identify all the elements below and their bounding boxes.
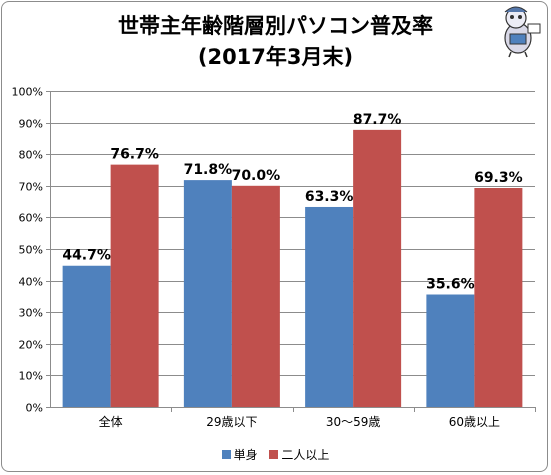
x-tick-label: 29歳以下 [206,415,257,429]
bar [305,206,354,407]
data-label: 70.0% [232,168,281,184]
y-tick-label: 50% [19,244,43,257]
y-tick-label: 100% [12,86,43,99]
data-label: 44.7% [62,248,111,264]
y-tick-label: 70% [19,181,43,194]
legend-swatch-blue [221,450,231,459]
bar [183,180,232,407]
legend-swatch-red [269,450,279,459]
y-tick-label: 20% [19,339,43,352]
y-tick-label: 60% [19,212,43,225]
y-tick-label: 90% [19,118,43,131]
data-label: 87.7% [353,112,402,128]
data-label: 63.3% [305,189,354,205]
y-tick-label: 40% [19,276,43,289]
y-tick-label: 30% [19,307,43,320]
bar [62,265,111,407]
bar [353,129,402,408]
legend-item-multi: 二人以上 [269,446,329,463]
y-tick-label: 80% [19,149,43,162]
bar [110,164,159,407]
x-tick-label: 全体 [99,414,123,429]
legend-label-multi: 二人以上 [281,448,330,462]
x-tick-label: 30〜59歳 [326,415,381,429]
x-tick-label: 60歳以上 [449,415,500,429]
bar [231,185,280,407]
legend-item-single: 単身 [221,446,258,463]
chart-title: 世帯主年齢階層別パソコン普及率 [118,14,433,38]
y-tick-label: 0% [26,402,43,415]
chart-subtitle: (2017年3月末) [197,45,354,69]
data-label: 69.3% [474,170,523,186]
bar [426,294,475,407]
legend-label-single: 単身 [233,448,258,462]
data-label: 76.7% [110,147,159,163]
mascot-icon [504,6,541,58]
y-tick-label: 10% [19,370,43,383]
bar [474,188,523,407]
data-label: 35.6% [426,277,475,293]
chart-legend: 単身 二人以上 [0,446,551,463]
data-label: 71.8% [184,162,233,178]
